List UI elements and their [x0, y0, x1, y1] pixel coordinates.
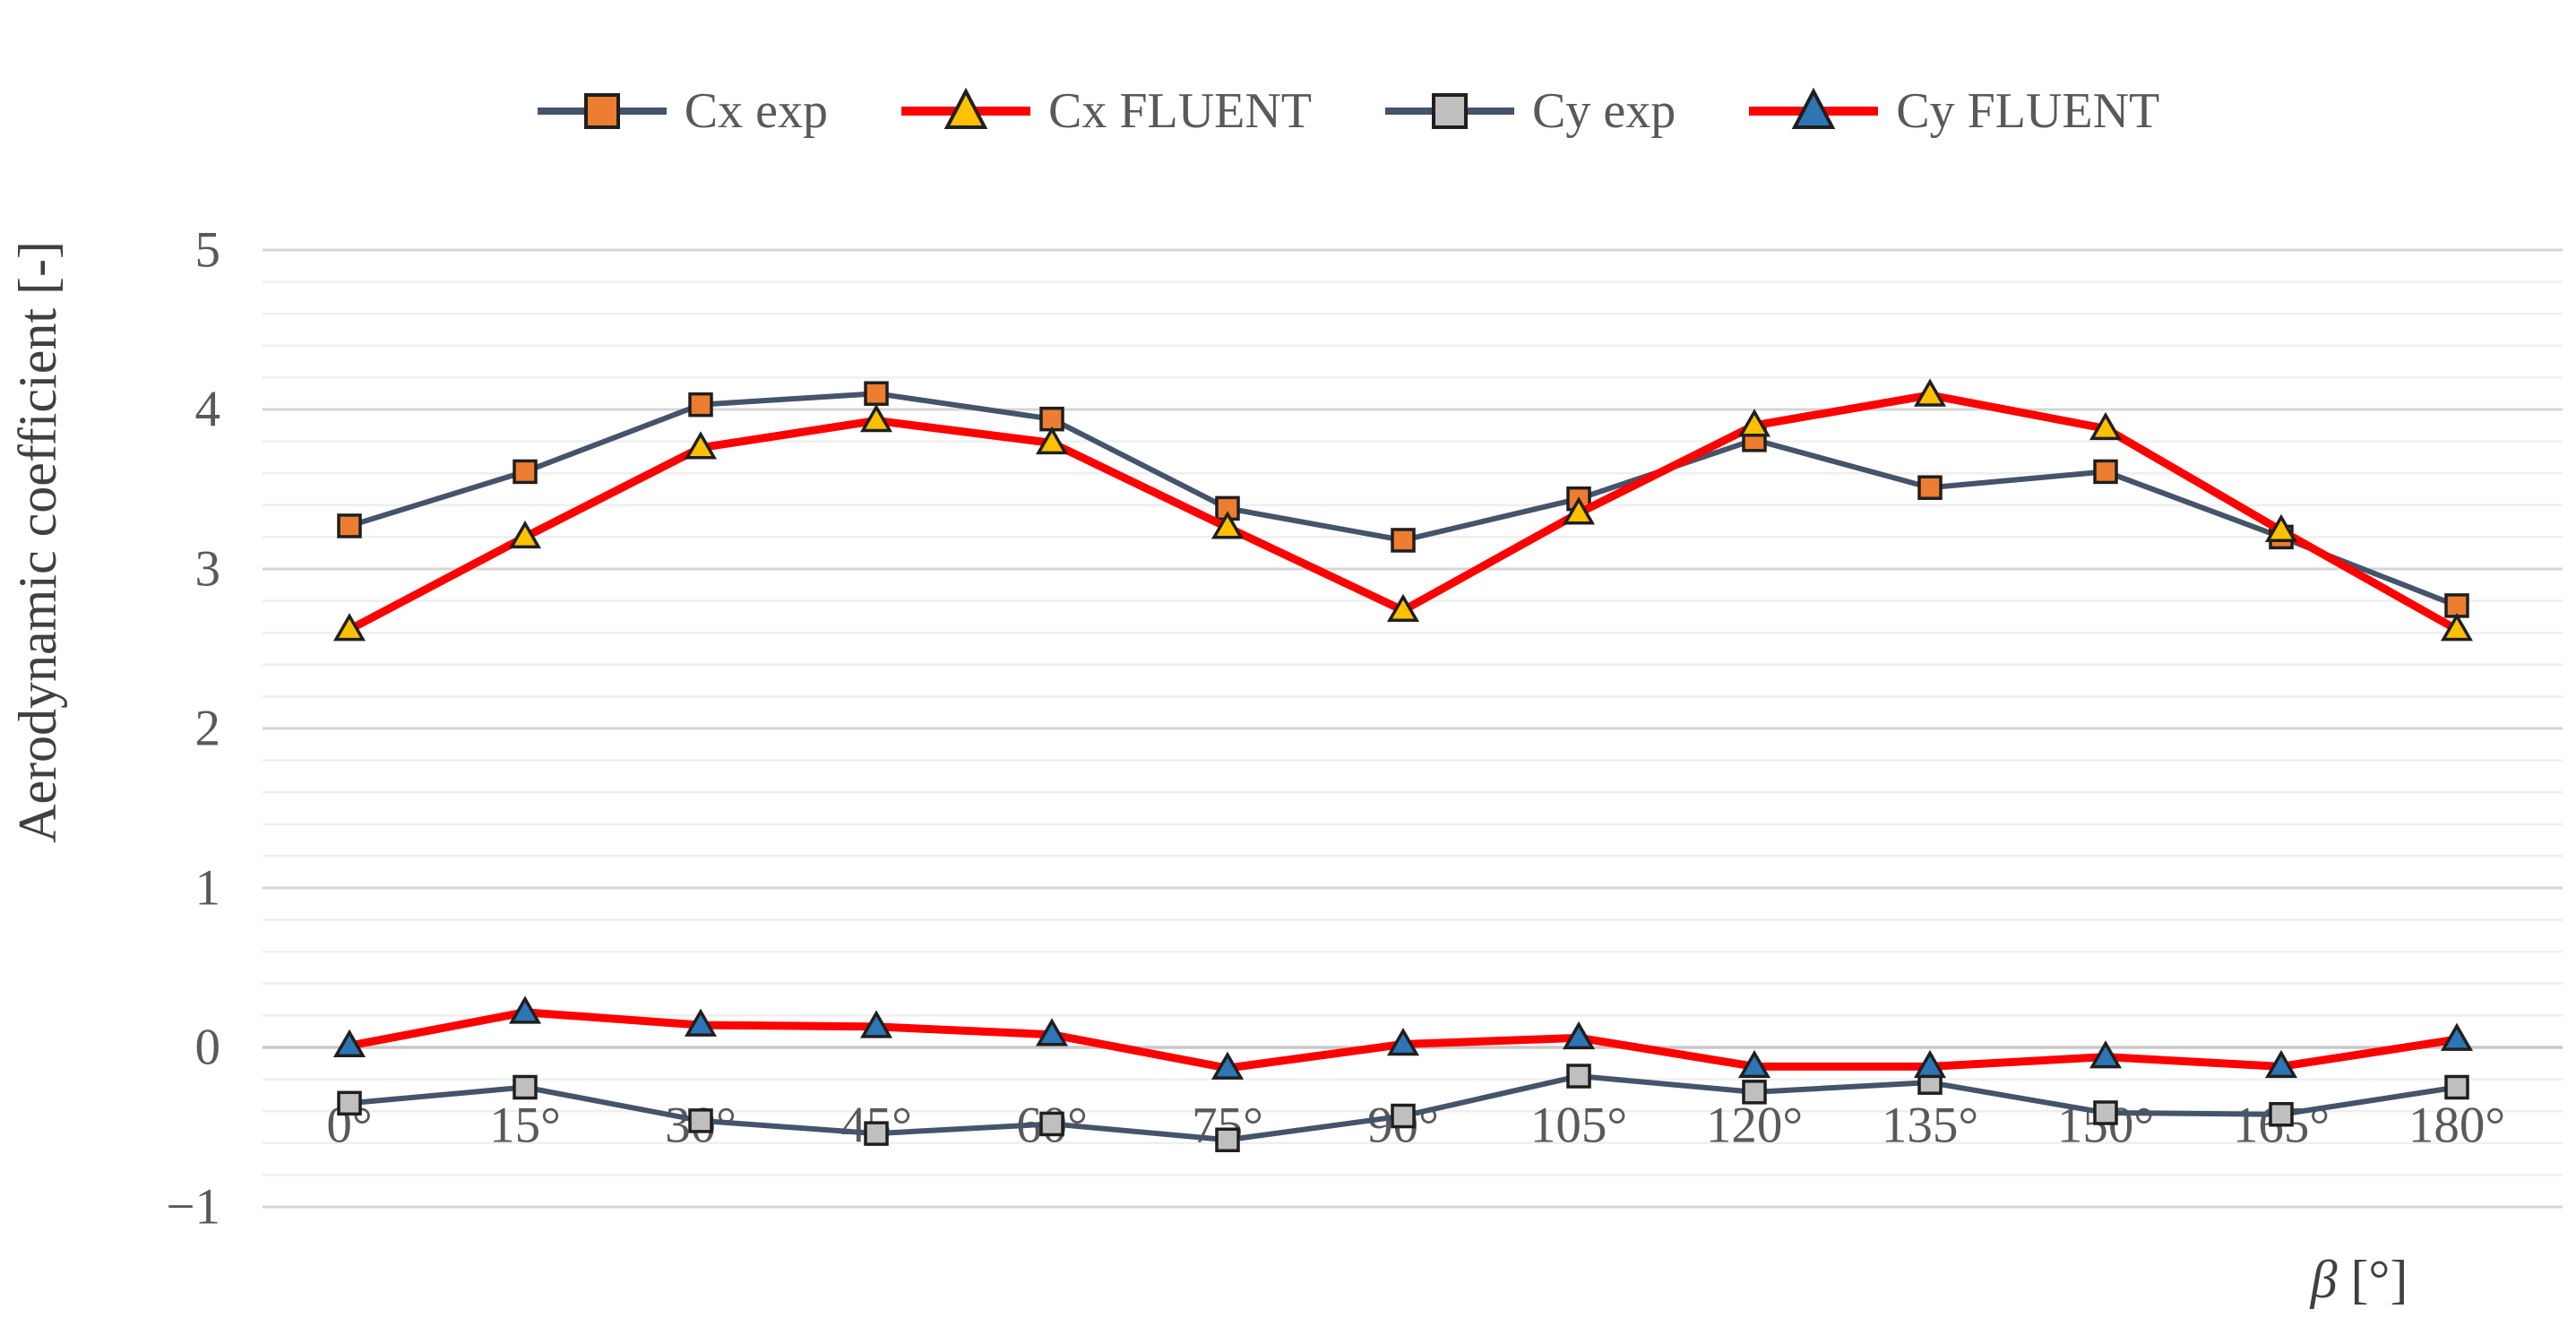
data-point-marker-triangle	[1913, 1049, 1947, 1079]
y-tick-5: 5	[195, 222, 221, 279]
data-point-marker-triangle	[1913, 378, 1947, 407]
data-point-marker-square	[513, 459, 538, 485]
data-point-marker-square	[864, 381, 889, 406]
data-point-marker-square	[2269, 1102, 2294, 1127]
legend-label: Cy exp	[1532, 83, 1676, 139]
legend-item-cy-fluent: Cy FLUENT	[1745, 82, 2159, 140]
x-tick-label: 15°	[489, 1098, 561, 1154]
x-tick-label: 135°	[1882, 1098, 1978, 1154]
data-point-marker-square	[1215, 1127, 1240, 1152]
x-axis-title-symbol: β	[2310, 1250, 2338, 1309]
data-point-marker-square	[337, 1090, 362, 1116]
x-tick-label: 105°	[1530, 1098, 1627, 1154]
data-point-marker-triangle	[332, 613, 366, 642]
data-point-marker-triangle	[684, 431, 718, 460]
data-point-marker-square	[2093, 1100, 2118, 1125]
legend: Cx exp Cx FLUENT Cy exp Cy FLUENT	[263, 82, 2431, 140]
legend-marker-triangle	[1791, 87, 1836, 129]
x-axis-title-unit-text: [°]	[2350, 1250, 2408, 1309]
data-point-marker-square	[688, 392, 713, 418]
data-point-marker-square	[1742, 1080, 1767, 1105]
data-point-marker-triangle	[1562, 496, 1596, 525]
legend-swatch-square-icon	[537, 93, 667, 129]
series-cx-fluent	[332, 378, 2474, 642]
x-tick-label: 180°	[2408, 1098, 2505, 1154]
legend-label: Cx exp	[684, 83, 828, 139]
data-point-marker-triangle	[1035, 426, 1069, 455]
data-point-marker-square	[1917, 475, 1943, 500]
data-series	[332, 378, 2474, 1152]
y-tick-3: 3	[195, 541, 221, 598]
legend-item-cx-exp: Cx exp	[534, 82, 828, 140]
data-point-marker-triangle	[508, 995, 542, 1024]
data-point-marker-triangle	[859, 403, 893, 433]
data-point-marker-triangle	[332, 1029, 366, 1057]
x-axis-title-unit	[2337, 1250, 2350, 1309]
data-point-marker-triangle	[508, 520, 542, 549]
x-axis-title: β [°]	[2310, 1250, 2408, 1309]
y-axis-title: Aerodynamic coefficient [-]	[8, 241, 67, 843]
data-point-marker-triangle	[1562, 1021, 1596, 1050]
legend-marker-square	[1432, 93, 1468, 129]
y-tick-neg1: −1	[166, 1179, 220, 1236]
data-point-marker-square	[864, 1121, 889, 1146]
data-point-marker-triangle	[2264, 1049, 2298, 1079]
data-point-marker-triangle	[2440, 613, 2474, 642]
data-point-marker-square	[1039, 1111, 1064, 1137]
data-point-marker-triangle	[859, 1010, 893, 1038]
data-point-marker-triangle	[2264, 513, 2298, 543]
data-point-marker-triangle	[1386, 1027, 1420, 1056]
legend-swatch-triangle-icon	[1749, 87, 1879, 129]
series-cy-fluent	[332, 995, 2474, 1080]
legend-marker-square	[583, 93, 620, 129]
legend-label: Cx FLUENT	[1048, 83, 1312, 139]
y-tick-0: 0	[195, 1020, 221, 1076]
data-point-marker-triangle	[2440, 1022, 2474, 1051]
data-point-marker-triangle	[1035, 1018, 1069, 1046]
y-tick-1: 1	[195, 860, 221, 917]
gridlines	[263, 248, 2563, 1209]
data-point-marker-triangle	[1737, 409, 1771, 437]
legend-swatch-triangle-icon	[901, 87, 1030, 129]
y-tick-2: 2	[195, 701, 221, 757]
series-cy-exp	[337, 1064, 2469, 1152]
series-cx-exp	[337, 381, 2469, 618]
data-point-marker-square	[1391, 1103, 1416, 1129]
data-point-marker-triangle	[2089, 411, 2123, 441]
data-point-marker-square	[2444, 1074, 2469, 1100]
series-line	[347, 391, 2460, 608]
data-point-marker-triangle	[684, 1008, 718, 1037]
y-tick-4: 4	[195, 382, 221, 438]
legend-label: Cy FLUENT	[1896, 83, 2160, 139]
data-point-marker-triangle	[1210, 511, 1245, 539]
data-point-marker-square	[688, 1108, 713, 1133]
legend-item-cy-exp: Cy exp	[1382, 82, 1676, 140]
data-point-marker-triangle	[1386, 593, 1420, 623]
data-point-marker-triangle	[1737, 1049, 1771, 1079]
y-axis-tick-labels: 5 4 3 2 1 0 −1	[166, 222, 220, 1236]
data-point-marker-triangle	[1210, 1051, 1245, 1080]
legend-marker-triangle	[943, 87, 988, 129]
data-point-marker-triangle	[2089, 1040, 2123, 1069]
data-point-marker-square	[1391, 528, 1416, 553]
legend-item-cx-fluent: Cx FLUENT	[898, 82, 1312, 140]
data-point-marker-square	[337, 513, 362, 538]
x-tick-label: 120°	[1706, 1098, 1803, 1154]
data-point-marker-square	[2093, 459, 2118, 485]
x-axis-tick-labels: 0°15°30°45°60°75°90°105°120°135°150°165°…	[326, 1098, 2505, 1154]
data-point-marker-square	[513, 1074, 538, 1100]
data-point-marker-square	[1566, 1064, 1591, 1089]
legend-swatch-square-icon	[1385, 93, 1514, 129]
